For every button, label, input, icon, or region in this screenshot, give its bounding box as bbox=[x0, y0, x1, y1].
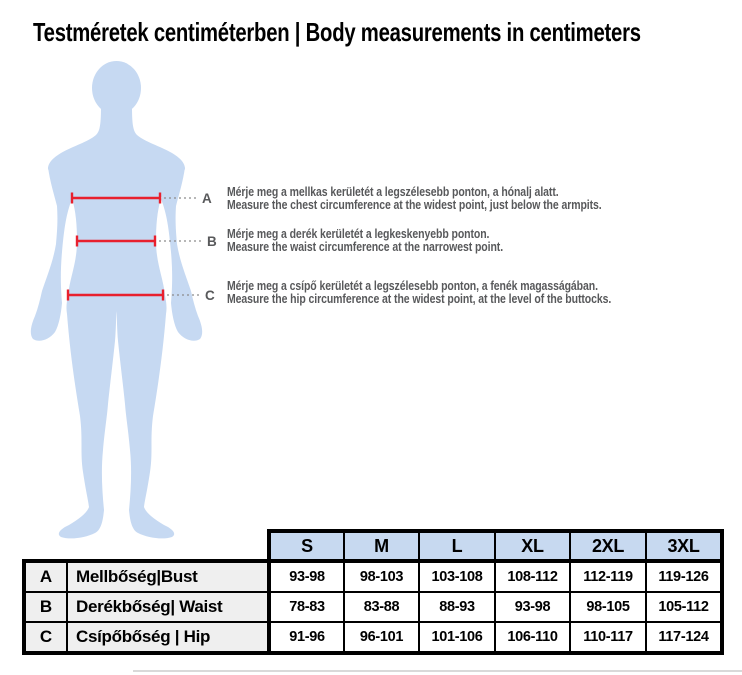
waist-letter-label: B bbox=[207, 234, 217, 249]
hip-s: 91-96 bbox=[267, 621, 345, 655]
bust-3xl: 119-126 bbox=[645, 559, 724, 593]
waist-s: 78-83 bbox=[267, 591, 345, 623]
waist-description-hu: Mérje meg a derék kerületét a legkeskeny… bbox=[227, 227, 490, 241]
size-header-2xl: 2XL bbox=[569, 529, 647, 562]
size-chart-table: S M L XL 2XL 3XL A Mellbőség|Bust 93-98 … bbox=[22, 529, 724, 655]
hip-3xl: 117-124 bbox=[645, 621, 724, 655]
chest-description-hu: Mérje meg a mellkas kerületét a legszéle… bbox=[227, 185, 559, 199]
waist-description: Mérje meg a derék kerületét a legkeskeny… bbox=[227, 228, 503, 254]
waist-l: 88-93 bbox=[418, 591, 496, 623]
table-row-hip: C Csípőbőség | Hip 91-96 96-101 101-106 … bbox=[22, 621, 724, 655]
table-row-bust: A Mellbőség|Bust 93-98 98-103 103-108 10… bbox=[22, 559, 724, 593]
size-header-xl: XL bbox=[494, 529, 571, 562]
row-label-bust: Mellbőség|Bust bbox=[66, 559, 271, 593]
body-torso-legs-silhouette bbox=[48, 106, 185, 539]
size-header-row: S M L XL 2XL 3XL bbox=[24, 529, 724, 562]
bust-s: 93-98 bbox=[267, 559, 345, 593]
size-header-m: M bbox=[343, 529, 420, 562]
row-letter-a: A bbox=[22, 559, 68, 593]
hip-letter-label: C bbox=[205, 288, 215, 303]
waist-description-en: Measure the waist circumference at the n… bbox=[227, 240, 504, 254]
row-letter-b: B bbox=[22, 591, 68, 623]
row-letter-c: C bbox=[22, 621, 68, 655]
waist-3xl: 105-112 bbox=[645, 591, 724, 623]
chest-measurement-line bbox=[70, 192, 199, 204]
bust-m: 98-103 bbox=[343, 559, 420, 593]
waist-xl: 93-98 bbox=[494, 591, 571, 623]
size-header-s: S bbox=[267, 529, 345, 562]
hip-description: Mérje meg a csípő kerületét a legszélese… bbox=[227, 280, 611, 306]
body-left-arm-silhouette bbox=[30, 167, 72, 341]
row-label-waist: Derékbőség| Waist bbox=[66, 591, 271, 623]
chest-description-en: Measure the chest circumference at the w… bbox=[227, 198, 602, 212]
chest-letter-label: A bbox=[202, 191, 212, 206]
hip-2xl: 110-117 bbox=[569, 621, 647, 655]
waist-measurement-line bbox=[75, 235, 204, 247]
waist-m: 83-88 bbox=[343, 591, 420, 623]
bust-xl: 108-112 bbox=[494, 559, 571, 593]
size-header-3xl: 3XL bbox=[645, 529, 724, 562]
waist-2xl: 98-105 bbox=[569, 591, 647, 623]
size-header-l: L bbox=[418, 529, 496, 562]
hip-m: 96-101 bbox=[343, 621, 420, 655]
cropped-bottom-line bbox=[133, 670, 742, 672]
hip-description-en: Measure the hip circumference at the wid… bbox=[227, 292, 612, 306]
body-head-silhouette bbox=[92, 61, 141, 115]
bust-l: 103-108 bbox=[418, 559, 496, 593]
chest-description: Mérje meg a mellkas kerületét a legszéle… bbox=[227, 186, 602, 212]
header-blank-cell bbox=[24, 531, 269, 561]
page-title: Testméretek centiméterben | Body measure… bbox=[33, 17, 641, 47]
hip-measurement-line bbox=[66, 289, 202, 301]
body-right-arm-silhouette bbox=[161, 167, 203, 341]
bust-2xl: 112-119 bbox=[569, 559, 647, 593]
row-label-hip: Csípőbőség | Hip bbox=[66, 621, 271, 655]
hip-description-hu: Mérje meg a csípő kerületét a legszélese… bbox=[227, 279, 598, 293]
hip-xl: 106-110 bbox=[494, 621, 571, 655]
table-row-waist: B Derékbőség| Waist 78-83 83-88 88-93 93… bbox=[22, 591, 724, 623]
hip-l: 101-106 bbox=[418, 621, 496, 655]
